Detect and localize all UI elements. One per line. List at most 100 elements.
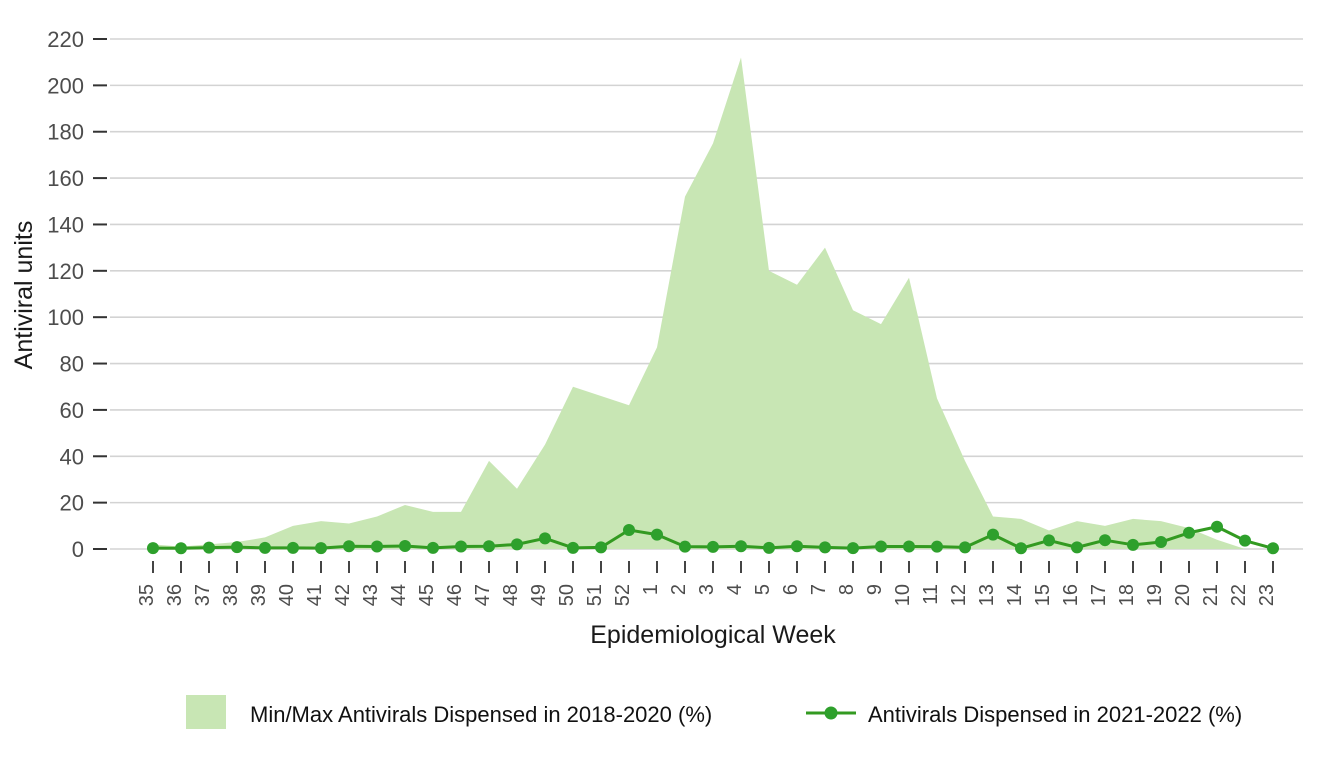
x-tick-label: 46: [444, 584, 466, 606]
data-point-marker: [679, 540, 691, 553]
x-tick-label: 8: [836, 584, 858, 595]
x-tick-label: 18: [1116, 584, 1138, 606]
y-tick-label: 60: [60, 398, 84, 423]
data-point-marker: [1127, 538, 1139, 551]
data-point-marker: [567, 541, 579, 554]
data-point-marker: [1155, 536, 1167, 549]
x-tick-label: 37: [192, 584, 214, 606]
minmax-band-series: [153, 57, 1273, 549]
y-axis-ticks-group: 0 20 40 60 80 100 120 140 160 180 200 220: [47, 27, 107, 562]
data-point-marker: [399, 539, 411, 552]
data-point-marker: [1015, 542, 1027, 555]
data-point-marker: [203, 541, 215, 554]
data-point-marker: [231, 541, 243, 554]
x-tick-label: 3: [696, 584, 718, 595]
x-tick-label: 38: [220, 584, 242, 606]
data-point-marker: [1071, 541, 1083, 554]
y-tick-label: 140: [47, 212, 84, 237]
y-tick-label: 0: [72, 537, 84, 562]
data-point-marker: [931, 540, 943, 553]
data-point-marker: [875, 540, 887, 553]
x-tick-label: 21: [1200, 584, 1222, 606]
data-point-marker: [1267, 542, 1279, 555]
x-tick-label: 49: [528, 584, 550, 606]
x-tick-label: 4: [724, 584, 746, 595]
x-tick-label: 17: [1088, 584, 1110, 606]
data-point-marker: [763, 541, 775, 554]
data-point-marker: [791, 540, 803, 553]
data-point-marker: [847, 542, 859, 555]
y-tick-label: 40: [60, 444, 84, 469]
data-point-marker: [259, 541, 271, 554]
x-tick-label: 39: [248, 584, 270, 606]
x-tick-label: 6: [780, 584, 802, 595]
x-tick-label: 47: [472, 584, 494, 606]
legend-label-minmax-band: Min/Max Antivirals Dispensed in 2018-202…: [250, 702, 712, 727]
x-tick-label: 5: [752, 584, 774, 595]
x-tick-label: 35: [136, 584, 158, 606]
y-tick-label: 100: [47, 305, 84, 330]
x-tick-label: 48: [500, 584, 522, 606]
data-point-marker: [315, 542, 327, 555]
legend-label-antivirals: Antivirals Dispensed in 2021-2022 (%): [868, 702, 1242, 727]
y-tick-label: 220: [47, 27, 84, 52]
data-point-marker: [651, 528, 663, 541]
data-point-marker: [371, 540, 383, 553]
x-tick-label: 13: [976, 584, 998, 606]
data-point-marker: [707, 540, 719, 553]
data-point-marker: [595, 541, 607, 554]
data-point-marker: [511, 538, 523, 551]
x-tick-label: 14: [1004, 584, 1026, 606]
x-tick-label: 11: [920, 584, 942, 605]
data-point-marker: [623, 523, 635, 536]
x-tick-label: 41: [304, 584, 326, 606]
x-tick-label: 42: [332, 584, 354, 606]
x-tick-label: 7: [808, 584, 830, 595]
x-tick-label: 15: [1032, 584, 1054, 606]
legend-marker-antivirals: [824, 706, 838, 720]
data-point-marker: [483, 540, 495, 553]
x-tick-label: 19: [1144, 584, 1166, 606]
antivirals-line-markers: [147, 520, 1279, 555]
data-point-marker: [987, 528, 999, 541]
x-tick-label: 16: [1060, 584, 1082, 606]
x-tick-label: 22: [1228, 584, 1250, 606]
data-point-marker: [959, 541, 971, 554]
x-axis-ticks-group: 35 36 37 38 39 40 41 42 43 44 45 46 47 48 49 50 51 52 1 2 3 4…: [136, 561, 1278, 606]
y-tick-label: 200: [47, 73, 84, 98]
x-tick-label: 23: [1256, 584, 1278, 606]
data-point-marker: [735, 540, 747, 553]
x-tick-label: 12: [948, 584, 970, 606]
data-point-marker: [427, 541, 439, 554]
chart-legend: Min/Max Antivirals Dispensed in 2018-202…: [186, 695, 1242, 729]
x-tick-label: 36: [164, 584, 186, 606]
data-point-marker: [147, 542, 159, 555]
y-tick-label: 120: [47, 259, 84, 284]
x-tick-label: 50: [556, 584, 578, 606]
legend-swatch-minmax-band: [186, 695, 226, 729]
x-tick-label: 20: [1172, 584, 1194, 606]
x-tick-label: 1: [640, 584, 662, 595]
x-tick-label: 10: [892, 584, 914, 606]
data-point-marker: [343, 540, 355, 553]
x-tick-label: 45: [416, 584, 438, 606]
y-axis-title: Antiviral units: [10, 221, 38, 370]
x-tick-label: 40: [276, 584, 298, 606]
x-tick-label: 9: [864, 584, 886, 595]
x-tick-label: 52: [612, 584, 634, 606]
y-tick-label: 80: [60, 352, 84, 377]
y-tick-label: 160: [47, 166, 84, 191]
data-point-marker: [287, 541, 299, 554]
x-tick-label: 44: [388, 584, 410, 606]
data-point-marker: [1099, 534, 1111, 547]
data-point-marker: [819, 541, 831, 554]
y-tick-label: 180: [47, 120, 84, 145]
data-point-marker: [455, 540, 467, 553]
x-tick-label: 2: [668, 584, 690, 595]
data-point-marker: [1043, 534, 1055, 547]
data-point-marker: [175, 542, 187, 555]
x-tick-label: 43: [360, 584, 382, 606]
minmax-band-area: [153, 57, 1273, 549]
